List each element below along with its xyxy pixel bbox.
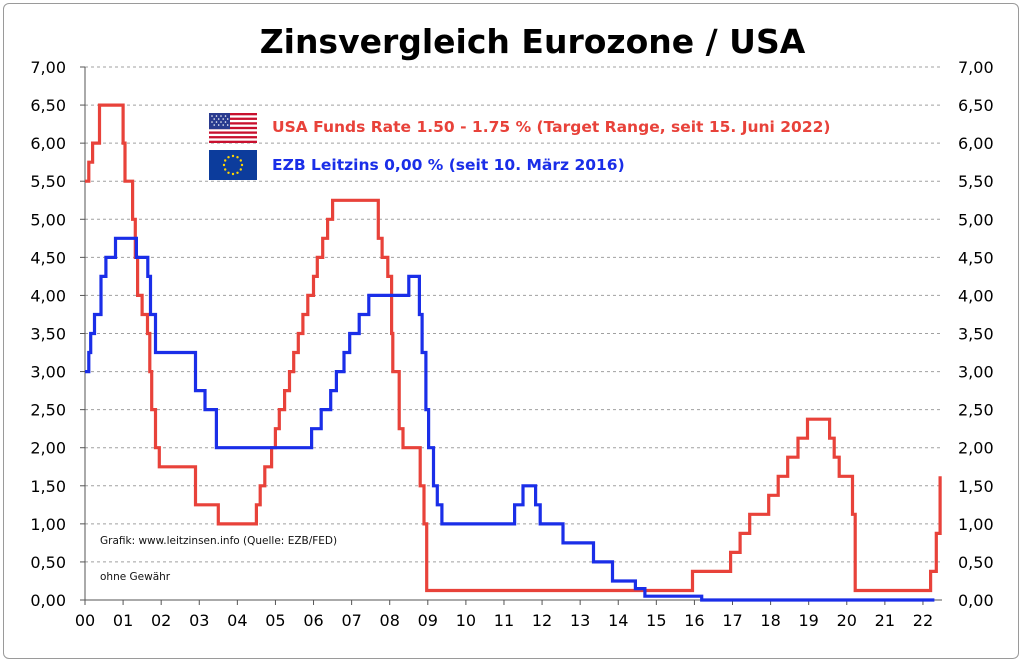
eu-star <box>239 168 242 171</box>
eu-star <box>231 172 235 176</box>
y-tick-label-right: 0,50 <box>958 553 994 572</box>
x-tick-label: 01 <box>113 611 133 630</box>
x-tick-label: 08 <box>380 611 400 630</box>
y-tick-label-right: 7,00 <box>958 58 994 77</box>
x-tick-label: 11 <box>494 611 514 630</box>
source-note: Grafik: www.leitzinsen.info (Quelle: EZB… <box>100 535 338 547</box>
x-tick-label: 07 <box>341 611 361 630</box>
y-tick-label-left: 6,00 <box>30 134 66 153</box>
y-tick-label-right: 1,00 <box>958 515 994 534</box>
eu-star <box>222 163 226 167</box>
x-tick-label: 03 <box>189 611 209 630</box>
y-tick-label-right: 2,00 <box>958 439 994 458</box>
x-tick-label: 15 <box>646 611 666 630</box>
y-tick-label-right: 5,00 <box>958 210 994 229</box>
x-tick-label: 21 <box>875 611 895 630</box>
y-tick-label-left: 1,00 <box>30 515 66 534</box>
x-tick-label: 06 <box>303 611 323 630</box>
x-tick-label: 12 <box>532 611 552 630</box>
y-tick-label-right: 4,50 <box>958 248 994 267</box>
y-tick-label-left: 3,00 <box>30 363 66 382</box>
y-tick-label-right: 3,50 <box>958 325 994 344</box>
eu-star <box>224 168 227 171</box>
eu-star <box>231 154 235 158</box>
y-tick-label-left: 4,00 <box>30 286 66 305</box>
x-tick-label: 18 <box>760 611 780 630</box>
series-usa-line <box>85 103 942 593</box>
eu-star <box>227 171 230 174</box>
y-tick-label-right: 1,50 <box>958 477 994 496</box>
y-tick-label-left: 5,50 <box>30 172 66 191</box>
legend-usa-label: USA Funds Rate 1.50 - 1.75 % (Target Ran… <box>272 118 831 136</box>
x-tick-label: 02 <box>151 611 171 630</box>
y-tick-label-right: 0,00 <box>958 591 994 610</box>
eu-star <box>236 171 239 174</box>
y-tick-label-right: 5,50 <box>958 172 994 191</box>
y-tick-label-right: 6,00 <box>958 134 994 153</box>
eu-star <box>240 163 244 167</box>
x-tick-label: 14 <box>608 611 628 630</box>
series-lines <box>85 103 942 602</box>
series-ezb-line <box>85 236 935 602</box>
y-tick-label-left: 4,50 <box>30 248 66 267</box>
x-tick-label: 22 <box>913 611 933 630</box>
y-tick-label-right: 6,50 <box>958 96 994 115</box>
legend-ezb-label: EZB Leitzins 0,00 % (seit 10. März 2016) <box>272 156 625 174</box>
x-tick-label: 00 <box>75 611 95 630</box>
y-tick-label-left: 0,50 <box>30 553 66 572</box>
y-tick-label-left: 2,00 <box>30 439 66 458</box>
x-tick-label: 19 <box>799 611 819 630</box>
x-tick-label: 05 <box>265 611 285 630</box>
x-tick-label: 16 <box>684 611 704 630</box>
x-tick-label: 17 <box>722 611 742 630</box>
x-tick-label: 13 <box>570 611 590 630</box>
y-tick-label-left: 6,50 <box>30 96 66 115</box>
eu-star <box>224 159 227 162</box>
y-tick-label-left: 0,00 <box>30 591 66 610</box>
x-axis-labels: 00 01 02 03 04 05 06 07 08 09 10 11 12 13 14 15 16 17 18 19… <box>75 611 933 630</box>
y-tick-label-right: 2,50 <box>958 401 994 420</box>
eu-star <box>236 156 239 159</box>
y-tick-label-left: 7,00 <box>30 58 66 77</box>
chart-title: Zinsvergleich Eurozone / USA <box>259 22 806 61</box>
y-tick-label-left: 5,00 <box>30 210 66 229</box>
x-tick-label: 20 <box>837 611 857 630</box>
eu-star <box>227 156 230 159</box>
y-tick-label-left: 1,50 <box>30 477 66 496</box>
y-tick-label-left: 3,50 <box>30 325 66 344</box>
disclaimer-note: ohne Gewähr <box>100 571 171 583</box>
y-axis-right-labels: 0,00 0,50 1,00 1,50 2,00 2,50 3,00 3,50 4,00 4,50… <box>958 58 994 610</box>
eu-flag-icon <box>209 150 257 180</box>
y-tick-label-left: 2,50 <box>30 401 66 420</box>
y-tick-label-right: 3,00 <box>958 363 994 382</box>
chart-frame <box>3 3 1019 659</box>
x-tick-label: 04 <box>227 611 247 630</box>
x-tick-label: 09 <box>418 611 438 630</box>
y-tick-label-right: 4,00 <box>958 286 994 305</box>
y-axis-left-labels: 0,00 0,50 1,00 1,50 2,00 2,50 3,00 3,50 4,00 4,50… <box>30 58 66 610</box>
us-flag-icon <box>209 113 257 143</box>
x-tick-label: 10 <box>456 611 476 630</box>
eu-star <box>239 159 242 162</box>
